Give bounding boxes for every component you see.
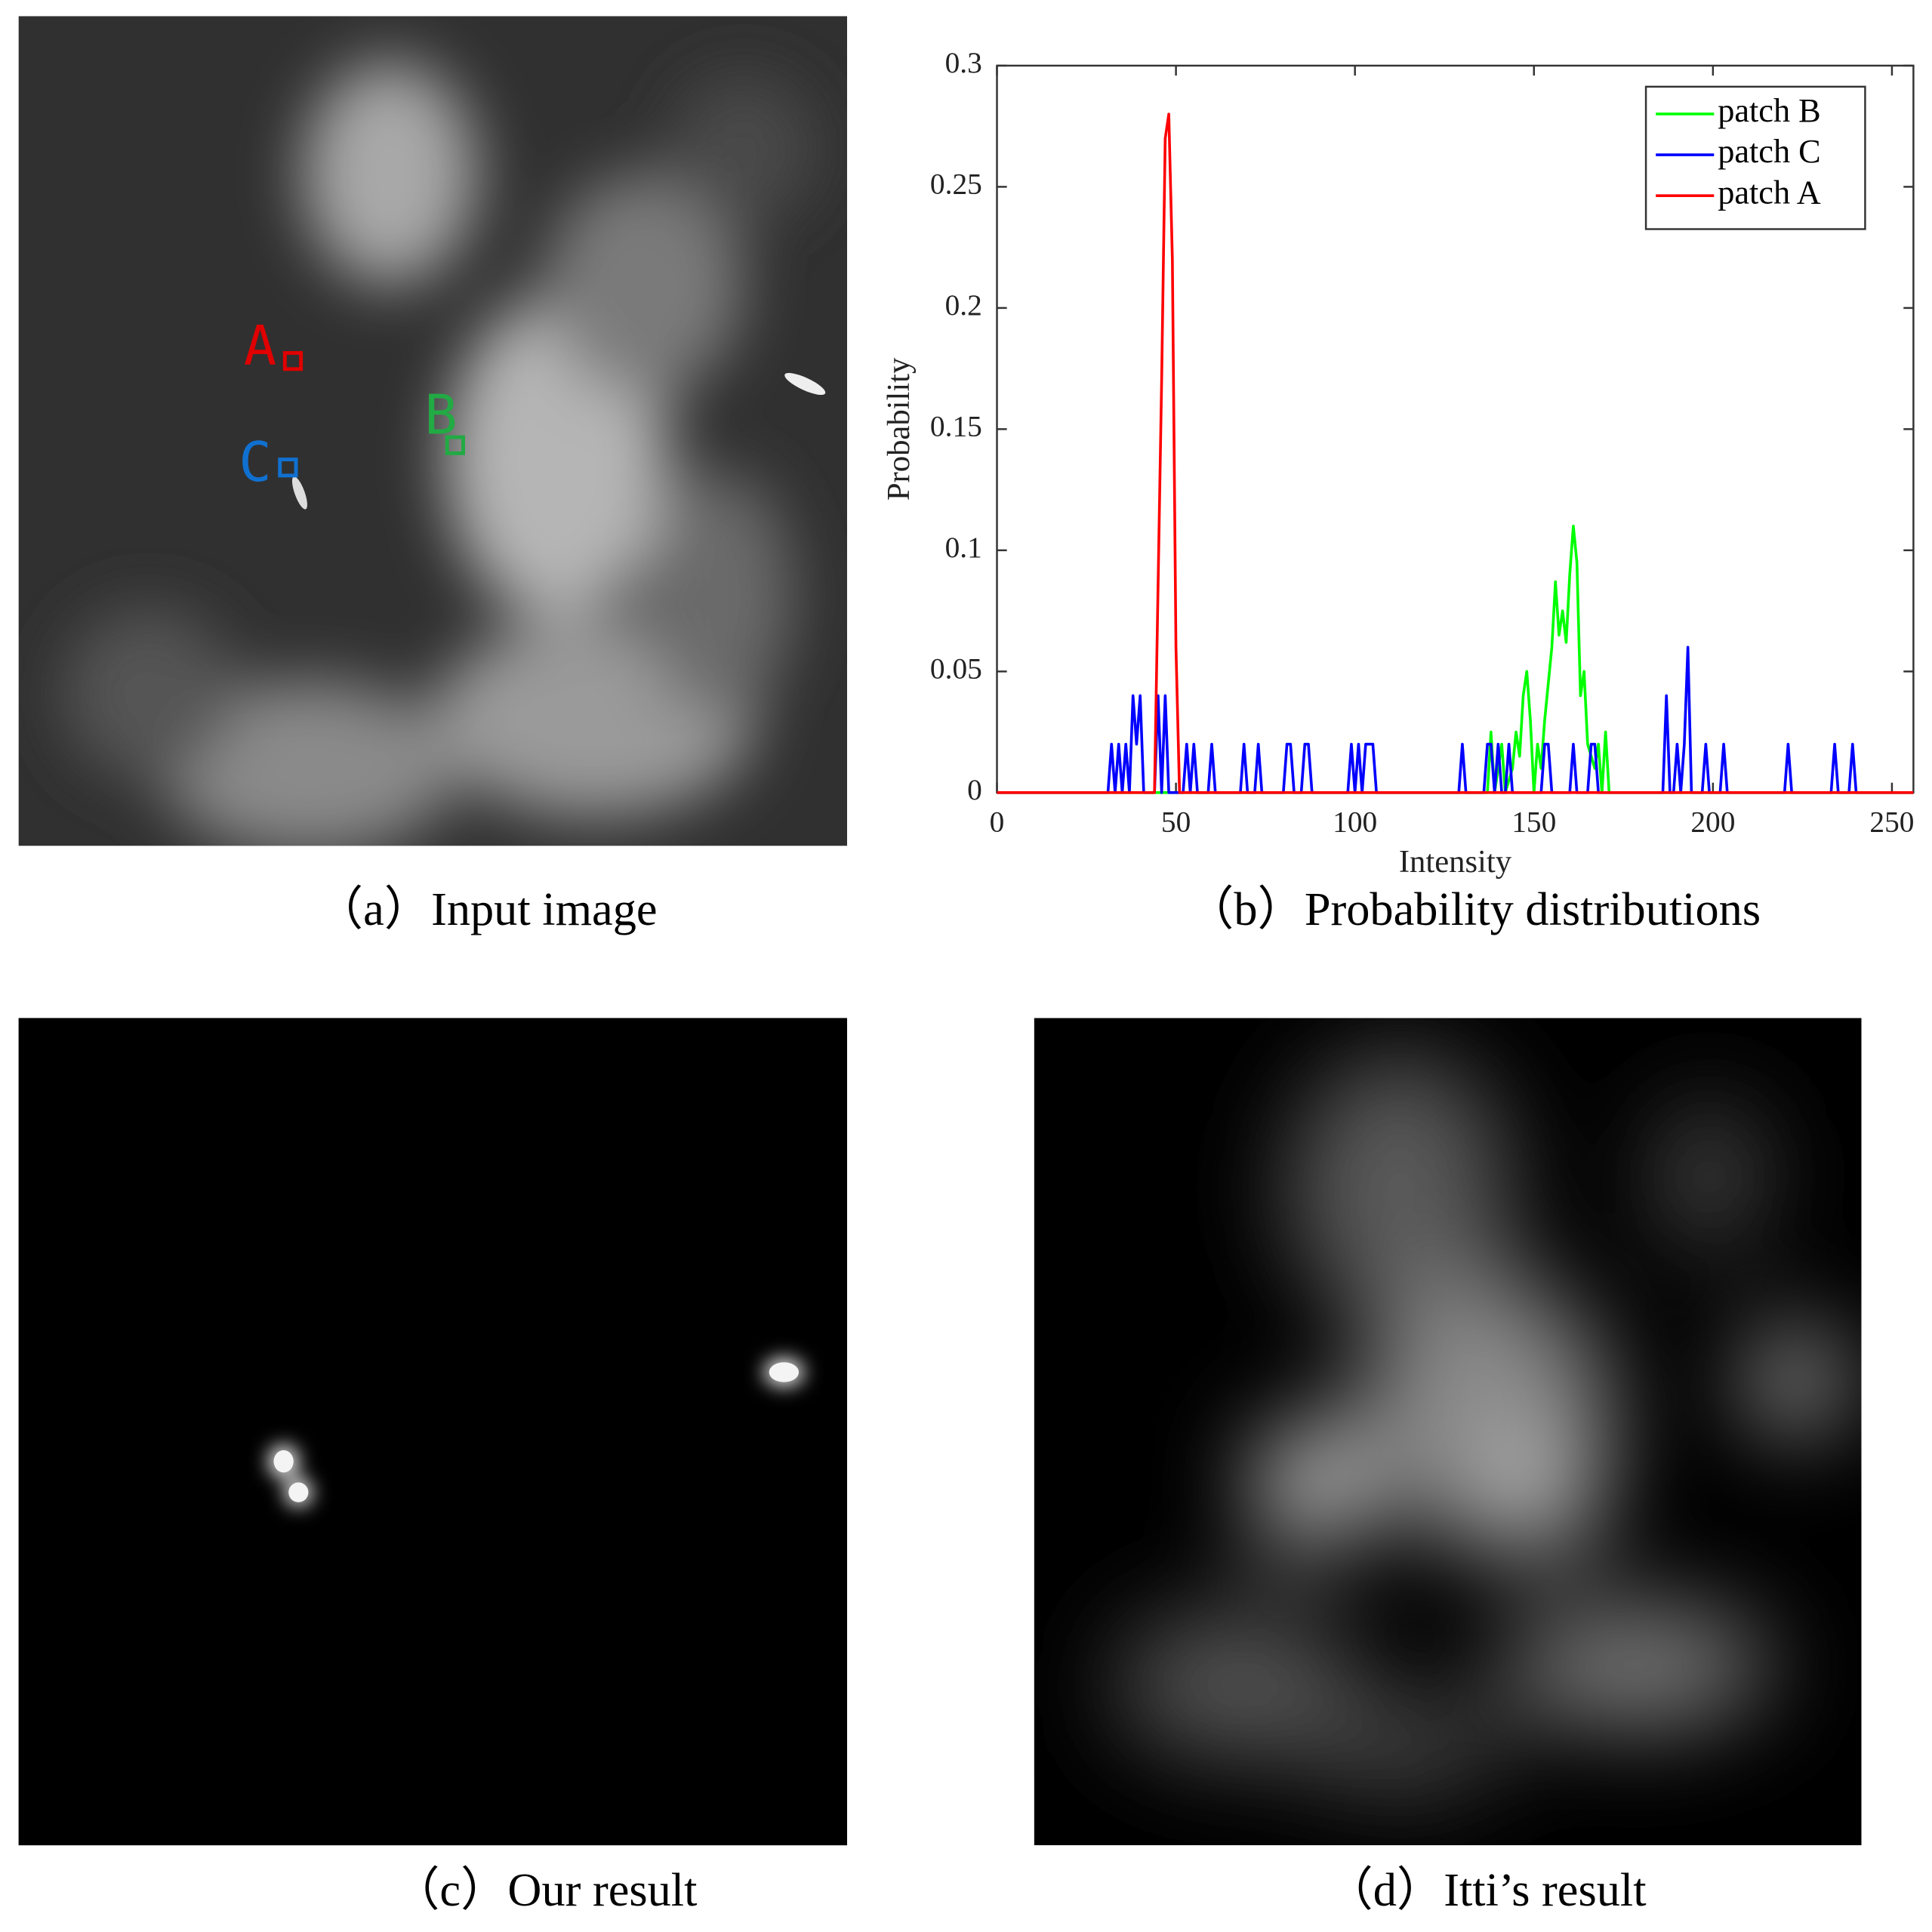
patch-label: C	[239, 431, 271, 495]
patch-label: B	[424, 384, 457, 447]
y-tick-label: 0.1	[945, 531, 982, 564]
y-tick-label: 0.25	[930, 167, 982, 200]
legend-label: patch A	[1718, 174, 1821, 211]
caption: （a）Input image	[316, 883, 658, 935]
chart: 0 50 100 150 200 250 0 0.05 0.1 0.15 0.2 0.25 0.3 Int…	[881, 46, 1915, 880]
y-tick-label: 0.2	[945, 288, 982, 322]
x-tick-label: 200	[1690, 806, 1735, 839]
y-tick-label: 0.3	[945, 46, 982, 79]
y-tick-label: 0.15	[930, 409, 982, 442]
itti-image	[1034, 1018, 1862, 1846]
y-tick-label: 0.05	[930, 652, 982, 685]
y-tick-label: 0	[967, 773, 982, 806]
x-tick-label: 50	[1161, 806, 1191, 839]
caption: （b）Probability distributions	[1187, 883, 1761, 935]
result-image	[18, 1018, 848, 1846]
x-tick-label: 100	[1333, 806, 1377, 839]
patch-box	[445, 435, 465, 455]
legend-box	[1644, 85, 1866, 230]
caption: （d）Itti’s result	[1326, 1864, 1646, 1916]
legend-label: patch B	[1718, 92, 1821, 129]
caption: （c）Our result	[393, 1864, 697, 1916]
y-axis-label: Probability	[881, 357, 917, 501]
patch-box	[282, 351, 304, 371]
x-tick-label: 250	[1869, 806, 1914, 839]
input-image	[18, 16, 848, 846]
x-tick-label: 150	[1511, 806, 1556, 839]
legend-label: patch C	[1718, 133, 1821, 170]
patch-label: A	[244, 315, 276, 378]
patch-box	[278, 458, 298, 478]
x-axis-label: Intensity	[1399, 844, 1512, 880]
series-line	[997, 112, 1914, 794]
x-tick-label: 0	[990, 806, 1005, 839]
